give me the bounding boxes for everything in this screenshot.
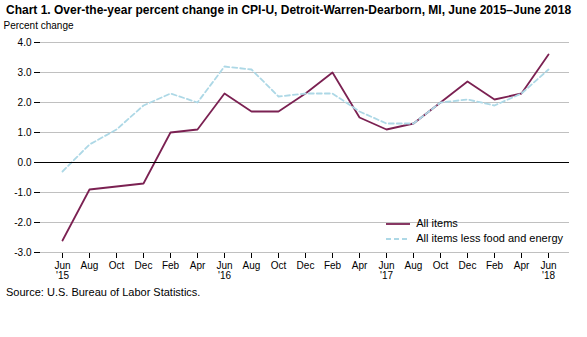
svg-text:Jun'15: Jun'15 [54, 260, 70, 281]
svg-text:Apr: Apr [190, 260, 206, 271]
svg-text:-3.0: -3.0 [14, 247, 32, 258]
svg-text:4.0: 4.0 [18, 37, 32, 48]
svg-text:Oct: Oct [271, 260, 287, 271]
svg-text:-2.0: -2.0 [14, 217, 32, 228]
svg-text:Aug: Aug [405, 260, 423, 271]
svg-text:Apr: Apr [514, 260, 530, 271]
svg-text:Dec: Dec [135, 260, 153, 271]
svg-text:1.0: 1.0 [18, 127, 32, 138]
html-text:Source: U.S. Bureau of Labor S: Source: U.S. Bureau of Labor Statistics. [6, 286, 201, 298]
svg-text:2.0: 2.0 [18, 97, 32, 108]
html-text:All items: All items [416, 217, 458, 229]
svg-text:Dec: Dec [459, 260, 477, 271]
svg-text:Aug: Aug [81, 260, 99, 271]
svg-text:Jun'18: Jun'18 [540, 260, 556, 281]
svg-text:Oct: Oct [109, 260, 125, 271]
svg-text:Oct: Oct [433, 260, 449, 271]
svg-text:Aug: Aug [243, 260, 261, 271]
html-text:Chart 1. Over-the-year percent: Chart 1. Over-the-year percent change in… [6, 3, 572, 17]
svg-text:Feb: Feb [324, 260, 342, 271]
svg-text:Feb: Feb [486, 260, 504, 271]
svg-text:-1.0: -1.0 [14, 187, 32, 198]
svg-text:Jun'16: Jun'16 [216, 260, 232, 281]
svg-text:Apr: Apr [352, 260, 368, 271]
svg-text:Jun'17: Jun'17 [378, 260, 394, 281]
svg-text:Feb: Feb [162, 260, 180, 271]
svg-text:Dec: Dec [297, 260, 315, 271]
html-text:All items less food and energy: All items less food and energy [416, 232, 563, 244]
svg-text:0.0: 0.0 [18, 157, 32, 168]
svg-text:3.0: 3.0 [18, 67, 32, 78]
svg-text:Percent change: Percent change [4, 20, 74, 31]
